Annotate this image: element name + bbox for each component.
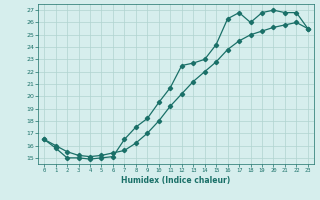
X-axis label: Humidex (Indice chaleur): Humidex (Indice chaleur) xyxy=(121,176,231,185)
